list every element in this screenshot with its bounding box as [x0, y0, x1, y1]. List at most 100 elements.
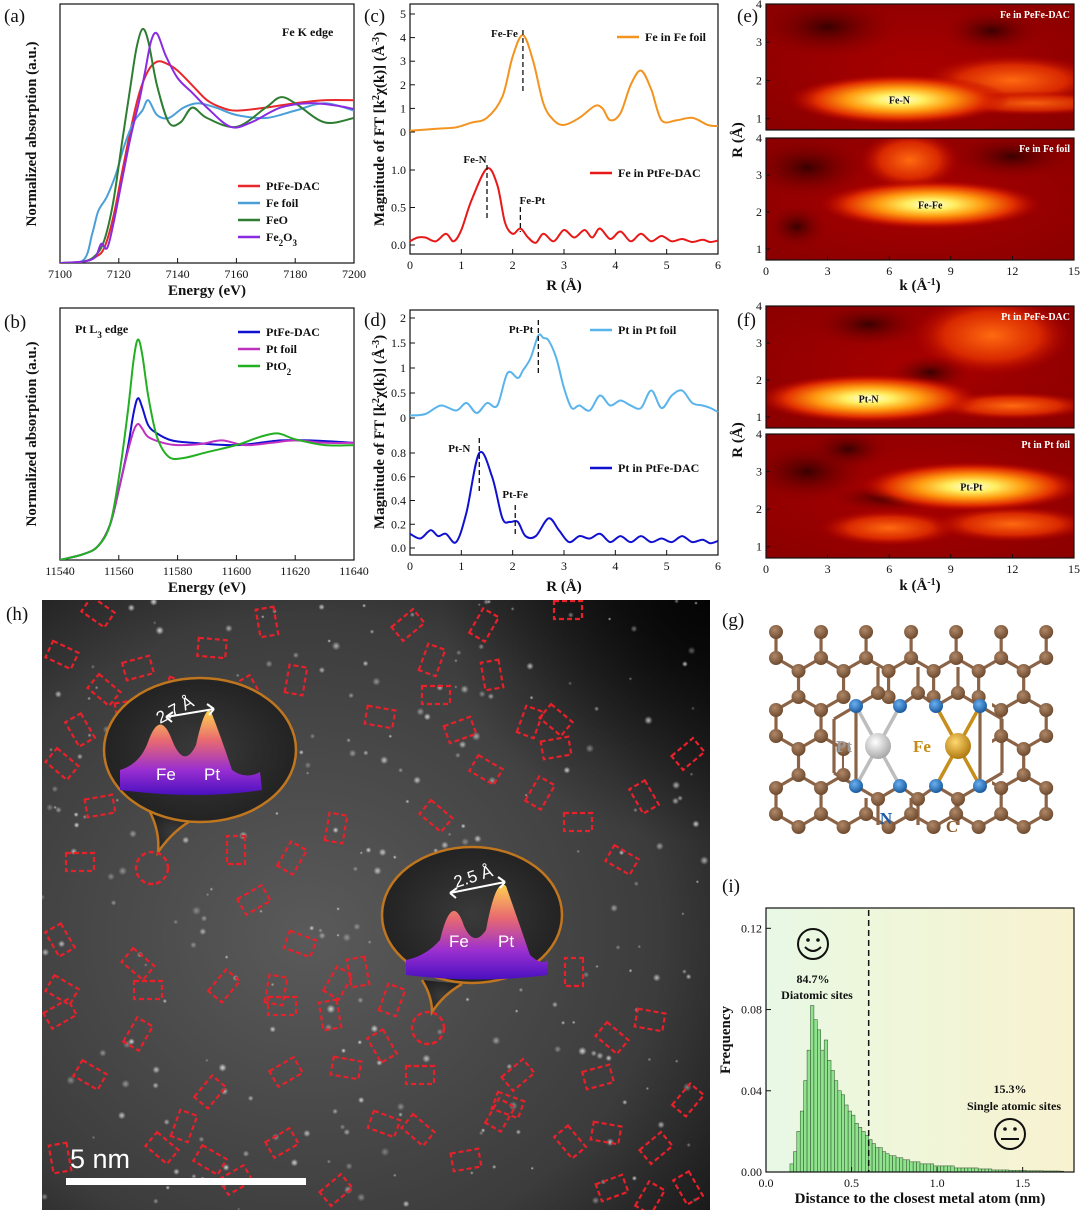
hist-bar [841, 1094, 845, 1173]
hist-bar [878, 1147, 883, 1173]
c-atom [769, 625, 783, 639]
atom-spot [461, 837, 470, 846]
atom-spot [87, 733, 92, 738]
heatmap-frame [765, 433, 1075, 559]
c-atom [971, 820, 986, 834]
xlabel-i: Distance to the closest metal atom (nm) [795, 1191, 1046, 1207]
series-line-Fe in Fe foil [409, 34, 719, 132]
atom-spot [409, 612, 415, 618]
heatmap-e-top: Fe in PeFe-DAC Fe-N [765, 3, 1075, 131]
atom-spot [99, 1049, 107, 1057]
hist-bar [844, 1104, 849, 1173]
legend-label: Fe2O3 [266, 230, 298, 248]
atom-spot [336, 907, 340, 911]
atom-spot [121, 1079, 130, 1089]
atom-spot [367, 940, 372, 944]
atom-spot [492, 1164, 497, 1169]
c-atom [971, 664, 986, 678]
series-line-Pt in Pt foil [409, 333, 719, 417]
legend-label: Pt foil [266, 342, 298, 356]
atom-spot [225, 624, 233, 633]
diatomic-site-box [120, 654, 156, 682]
heatmap-peak [860, 461, 1074, 512]
x-tick-label: 12 [1006, 562, 1018, 576]
atom-spot [605, 1054, 612, 1062]
hist-bar [919, 1163, 924, 1173]
atom-spot [687, 646, 696, 655]
c-atom [871, 686, 885, 700]
c-atom [1039, 703, 1054, 717]
atom-spot [458, 740, 467, 749]
x-tick-label: 3 [825, 264, 831, 278]
atom-spot [205, 892, 210, 897]
panel-label-d: (d) [364, 310, 386, 331]
atom-spot [645, 1086, 650, 1091]
atom-spot [155, 626, 164, 635]
atom-spot [413, 776, 421, 785]
c-atom [1039, 807, 1054, 821]
panel-label-c: (c) [364, 6, 385, 27]
diatomic-site-box [420, 684, 452, 706]
atom-spot [422, 1054, 431, 1063]
xlabel-a: Energy (eV) [168, 283, 246, 299]
diatomic-site-box [483, 1096, 517, 1134]
diatomic-site-box [329, 1055, 363, 1081]
atom-spot [357, 1040, 363, 1045]
peak-label: Fe-N [463, 154, 486, 166]
panel-label-b: (b) [4, 312, 26, 333]
atom-spot [686, 1142, 691, 1148]
hist-bar [923, 1163, 928, 1173]
hist-bar [858, 1127, 863, 1173]
diatomic-site-box [552, 600, 584, 621]
atom-spot [576, 849, 580, 854]
legend-label: Fe in PtFe-DAC [618, 166, 701, 180]
y-tick-label: 0.08 [741, 1003, 762, 1017]
diatomic-site-box [132, 979, 164, 1001]
diatomic-site-box [377, 982, 407, 1018]
y-tick-label: 2 [400, 311, 406, 325]
atom-spot [341, 1048, 346, 1054]
heatmap-blob [941, 8, 1042, 53]
plot-frame-a [59, 3, 355, 264]
c-atom [859, 651, 874, 665]
x-tick-label: 7100 [48, 267, 72, 281]
hist-bar [820, 1049, 825, 1173]
panel-g: (g) Pt Fe N C [722, 610, 1054, 836]
lattice-structure: Pt Fe N C [769, 625, 1054, 836]
diatomic-site-box [323, 811, 349, 845]
atom-spot [358, 1096, 365, 1104]
c-atom [994, 625, 1009, 639]
y-tick-label: 0 [400, 411, 406, 425]
legend-label: PtFe-DAC [266, 179, 320, 193]
diatomic-site-box [196, 636, 228, 660]
y-tick-label: 0.00 [741, 1165, 762, 1179]
diatomic-site-box [143, 1130, 181, 1166]
atom-spot [51, 785, 59, 793]
atom-spot [91, 1135, 96, 1140]
heatmap-title: Fe in Fe foil [1019, 144, 1070, 155]
heatmap-frame [765, 3, 1075, 131]
x-tick-label: 0 [763, 264, 769, 278]
c-atom [791, 768, 806, 782]
diatomic-site-box [83, 793, 117, 819]
c-atom [881, 664, 896, 678]
c-atom [791, 742, 806, 756]
c-atom [1016, 820, 1031, 834]
atom-spot [388, 734, 393, 739]
atom-spot [76, 753, 83, 760]
atom-spot [332, 827, 339, 834]
bubble2-left: Fe [449, 932, 469, 951]
atom-spot [479, 1130, 484, 1136]
x-tick-label: 7160 [224, 267, 248, 281]
fe-atom-label: Fe [913, 737, 931, 756]
fe-atom [945, 733, 971, 759]
hist-bar [861, 1131, 866, 1173]
atom-spot [483, 600, 490, 605]
hist-bar [823, 1039, 828, 1173]
atom-spot [694, 601, 698, 605]
peak-label: Pt-Pt [509, 324, 534, 336]
diatomic-site-box [282, 929, 318, 959]
atom-spot [657, 1121, 665, 1129]
ylabel-b: Normalized absorption (a.u.) [24, 342, 40, 527]
atom-spot [526, 662, 534, 670]
